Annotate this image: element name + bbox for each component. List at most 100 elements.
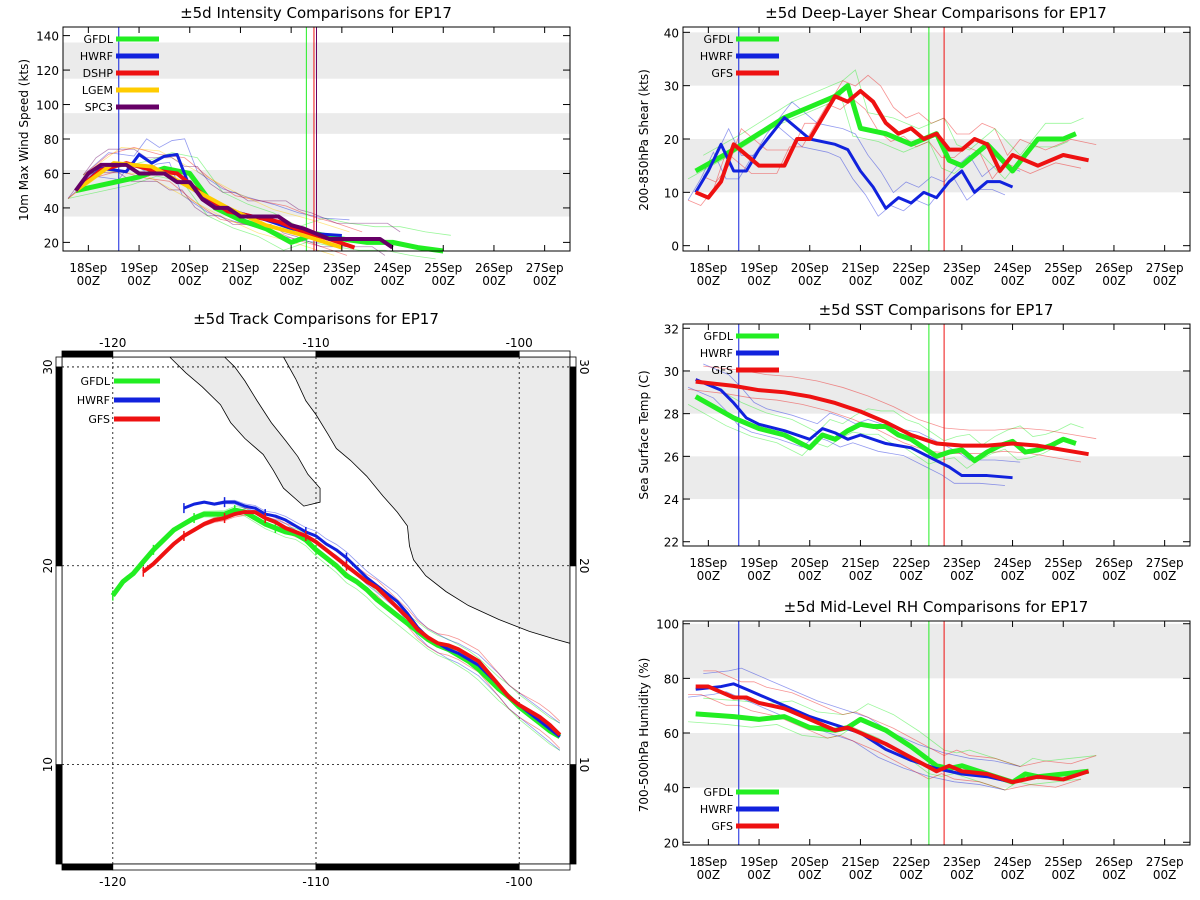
shear-xtick-hour: 00Z (950, 274, 974, 288)
track-border-bar (315, 863, 520, 871)
sst-ytick-label: 30 (664, 365, 679, 379)
shear-ytick-label: 20 (664, 133, 679, 147)
rh-legend-label: GFS (711, 820, 733, 833)
sst-guidance-line (687, 403, 1069, 469)
shear-xtick-label: 24Sep (994, 261, 1032, 275)
track-border-bar (569, 764, 577, 865)
track-border-bar (112, 863, 317, 871)
track-xtick-label: -120 (99, 336, 126, 350)
intensity-guidance-line (67, 172, 386, 256)
sst-ytick-label: 26 (664, 450, 679, 464)
intensity-guidance-line (67, 175, 436, 260)
rh-ylabel: 700-500hPa Humidity (%) (637, 658, 651, 813)
shear-ylabel: 200-850hPa Shear (kts) (637, 69, 651, 211)
shear-xtick-hour: 00Z (1052, 274, 1076, 288)
rh-xtick-label: 20Sep (791, 855, 829, 869)
intensity-legend-label: HWRF (80, 50, 113, 63)
sst-ytick-label: 28 (664, 408, 679, 422)
shear-xtick-label: 23Sep (943, 261, 981, 275)
intensity-ytick-label: 80 (44, 133, 59, 147)
intensity-xtick-hour: 00Z (533, 274, 557, 288)
track-border-bar (61, 350, 114, 358)
rh-guidance-line (703, 667, 1021, 767)
sst-xtick-hour: 00Z (1001, 569, 1025, 583)
intensity-xtick-label: 21Sep (222, 261, 260, 275)
intensity-guidance-line (83, 147, 363, 233)
shear-guidance-line (687, 98, 1082, 206)
intensity-xtick-hour: 00Z (279, 274, 303, 288)
track-legend-label: GFS (88, 413, 110, 426)
shear-xtick-label: 19Sep (740, 261, 778, 275)
sst-xtick-label: 25Sep (1044, 556, 1082, 570)
track-border-bar (569, 366, 577, 567)
intensity-xtick-label: 18Sep (69, 261, 107, 275)
shear-series-gfs (694, 89, 1090, 200)
sst-xtick-label: 18Sep (689, 556, 727, 570)
track-border-bar (55, 366, 63, 567)
shear-ytick-label: 10 (664, 186, 679, 200)
sst-legend-label: GFDL (704, 330, 734, 343)
rh-legend-label: HWRF (700, 803, 733, 816)
shear-xtick-hour: 00Z (849, 274, 873, 288)
shear-ytick-label: 30 (664, 80, 679, 94)
sst-series-hwrf (695, 378, 1013, 480)
rh-title: ±5d Mid-Level RH Comparisons for EP17 (784, 598, 1089, 616)
shear-xtick-label: 27Sep (1146, 261, 1184, 275)
intensity-guidance-line (82, 148, 401, 233)
track-border-bar (61, 863, 114, 871)
sst-ytick-label: 32 (664, 322, 679, 336)
shear-legend-label: HWRF (700, 50, 733, 63)
rh-xtick-hour: 00Z (849, 868, 873, 882)
intensity-panel: 2040608010012014018Sep00Z19Sep00Z20Sep00… (36, 26, 571, 288)
sst-xtick-hour: 00Z (1153, 569, 1177, 583)
track-title: ±5d Track Comparisons for EP17 (193, 310, 439, 328)
intensity-legend-label: GFDL (84, 33, 114, 46)
track-ytick-label: 10 (577, 757, 591, 772)
rh-xtick-hour: 00Z (798, 868, 822, 882)
rh-xtick-hour: 00Z (1102, 868, 1126, 882)
sst-xtick-label: 26Sep (1095, 556, 1133, 570)
rh-panel: 2040608010018Sep00Z19Sep00Z20Sep00Z21Sep… (656, 618, 1191, 882)
intensity-xtick-hour: 00Z (127, 274, 151, 288)
sst-xtick-hour: 00Z (697, 569, 721, 583)
rh-xtick-label: 27Sep (1146, 855, 1184, 869)
shear-guidance-line (703, 74, 1097, 183)
intensity-guidance-line (83, 147, 350, 233)
shear-xtick-hour: 00Z (1102, 274, 1126, 288)
intensity-ytick-label: 140 (36, 30, 59, 44)
intensity-guidance-line (83, 138, 350, 221)
sst-xtick-label: 22Sep (892, 556, 930, 570)
intensity-legend-label: DSHP (83, 67, 114, 80)
shear-panel: 01020304018Sep00Z19Sep00Z20Sep00Z21Sep00… (664, 26, 1191, 288)
track-ytick-label: 30 (41, 359, 55, 374)
rh-xtick-hour: 00Z (1001, 868, 1025, 882)
rh-series-hwrf (695, 682, 1013, 784)
rh-series-gfdl (695, 711, 1089, 785)
rh-guidance-line (688, 691, 1006, 791)
shear-xtick-label: 22Sep (892, 261, 930, 275)
track-guidance-line (183, 502, 561, 751)
sst-xtick-hour: 00Z (899, 569, 923, 583)
sst-xtick-label: 24Sep (994, 556, 1032, 570)
track-series-gfs (142, 510, 562, 737)
shear-xtick-label: 26Sep (1095, 261, 1133, 275)
shear-xtick-label: 18Sep (689, 261, 727, 275)
rh-xtick-label: 24Sep (994, 855, 1032, 869)
intensity-xtick-label: 26Sep (475, 261, 513, 275)
track-border-bar (569, 565, 577, 765)
sst-guidance-line (688, 389, 1082, 463)
rh-ytick-label: 40 (664, 782, 679, 796)
intensity-xtick-hour: 00Z (178, 274, 202, 288)
track-ytick-label: 10 (41, 757, 55, 772)
track-ytick-label: 30 (577, 359, 591, 374)
intensity-xtick-hour: 00Z (381, 274, 405, 288)
intensity-xtick-label: 22Sep (272, 261, 310, 275)
intensity-legend-label: LGEM (82, 84, 113, 97)
sst-guidance-line (703, 363, 1021, 463)
sst-xtick-label: 21Sep (842, 556, 880, 570)
rh-xtick-hour: 00Z (697, 868, 721, 882)
intensity-ytick-label: 100 (36, 99, 59, 113)
intensity-xtick-label: 24Sep (374, 261, 412, 275)
sst-xtick-hour: 00Z (1102, 569, 1126, 583)
